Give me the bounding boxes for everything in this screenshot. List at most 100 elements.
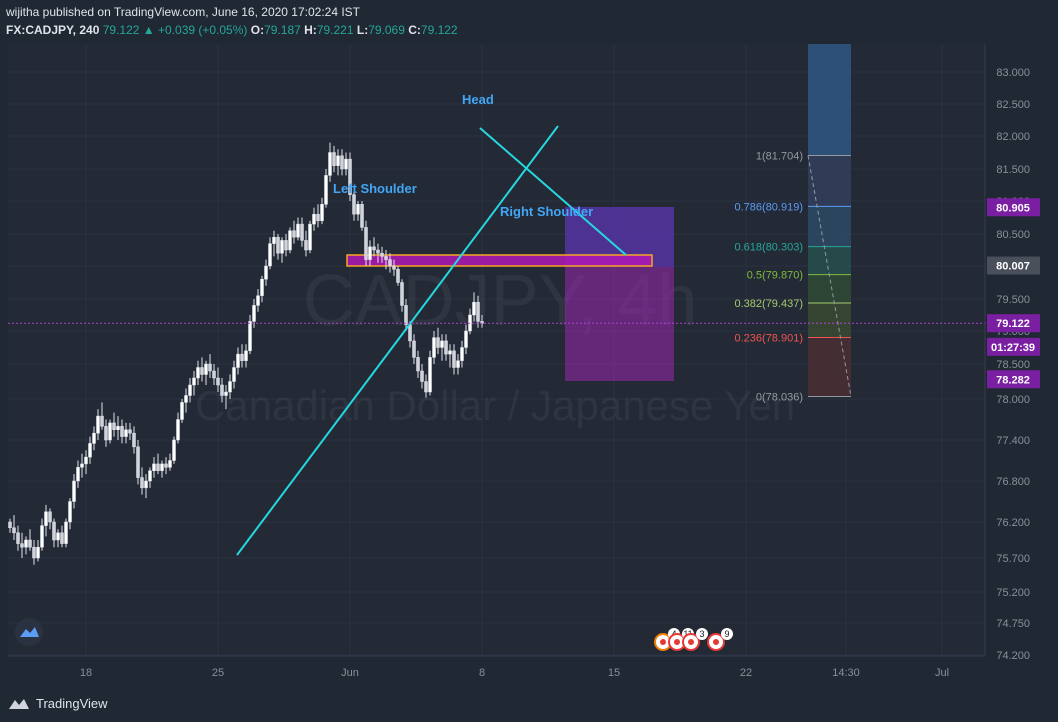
head-label[interactable]: Head [462,92,494,107]
candle-body [44,511,48,526]
low-value: 79.069 [368,23,405,37]
candle-body [364,227,368,260]
ohlc-line: FX:CADJPY, 240 79.122 ▲ +0.039 (+0.05%) … [6,23,458,37]
candle-body [316,213,320,222]
candle-body [156,463,160,471]
candle-body [180,402,184,420]
candle-body [380,252,384,257]
candle-body [464,330,468,348]
candle-body [240,353,244,361]
fib-zone [808,155,851,207]
candle-body [328,152,332,176]
y-tick-label: 78.500 [996,359,1030,371]
candle-body [88,443,92,458]
y-tick-label: 82.500 [996,99,1030,111]
candle-body [320,204,324,222]
trendline-right[interactable] [479,127,627,256]
candle-body [412,340,416,358]
event-count-bubble [721,628,733,640]
candle-body [120,426,124,437]
candle-body [456,360,460,368]
candle-body [168,460,172,468]
price-badge-label: 80.007 [996,261,1030,273]
x-tick-label: 14:30 [832,667,860,679]
candle-body [232,367,236,382]
fib-level-label: 0.786(80.919) [735,201,804,213]
price-badge [987,198,1040,217]
event-count-label: 9 [724,629,729,639]
candle-body [248,321,252,352]
y-tick-label: 74.750 [996,618,1030,630]
candle-body [20,543,24,548]
candle-body [428,357,432,393]
candle-body [216,377,220,386]
left-shoulder-label[interactable]: Left Shoulder [333,181,417,196]
fib-trend-line [807,155,852,397]
event-markers: 41139 [654,628,733,651]
candle-body [12,527,16,534]
candle-body [360,204,364,228]
candle-body [224,391,228,396]
fibonacci-retracement: 1(81.704) 0.786(80.919) 0.618(80.303) 0.5(7… [735,44,852,403]
candle-body [264,265,268,280]
footer-brand-text: TradingView [36,696,108,711]
event-marker-dot [713,639,719,645]
tradingview-brand-icon [9,698,29,709]
right-shoulder-label[interactable]: Right Shoulder [500,204,593,219]
change-value: +0.039 (+0.05%) [158,23,248,37]
candle-body [48,511,52,523]
candle-body [292,230,296,238]
candle-body [188,384,192,396]
candle-body [396,269,400,283]
candle-body [184,395,188,403]
price-badge [987,314,1040,333]
trendline-left[interactable] [236,125,559,556]
candle-body [324,175,328,205]
event-marker-dot [674,639,680,645]
candle-body [404,305,408,325]
candle-body [332,152,336,166]
candle-body [376,249,380,254]
candle-body [24,539,28,548]
candle-body [164,463,168,468]
candle-body [304,240,308,251]
candle-body [372,246,376,251]
candle-body [72,480,76,502]
footer-logo[interactable]: TradingView [8,696,108,711]
candle-body [148,470,152,482]
fib-level-label: 0.236(78.901) [735,333,804,345]
candle-body [276,236,280,254]
x-tick-label: 25 [212,667,224,679]
candle-body [356,204,360,215]
lower-purple-box[interactable] [565,267,674,381]
candle-body [68,501,72,523]
tradingview-logo-icon[interactable] [15,618,43,646]
candle-body [132,432,136,448]
candle-body [144,480,148,489]
candle-body [388,259,392,267]
candle-body [312,213,316,225]
x-axis-ticks: 18 25 Jun 8 15 22 14:30 Jul [80,667,949,679]
symbol-label[interactable]: FX:CADJPY, 240 [6,23,100,37]
price-badge-label: 80.905 [996,202,1030,214]
candle-body [100,415,104,427]
price-badge [987,370,1040,389]
candle-body [252,305,256,322]
candle-body [32,546,36,559]
open-value: 79.187 [264,23,301,37]
candle-body [336,155,340,166]
candle-body [40,525,44,548]
y-tick-label: 75.200 [996,587,1030,599]
candle-body [108,422,112,441]
event-marker-dot [660,639,666,645]
candle-body [300,223,304,241]
candlestick-series [8,142,484,565]
chart-header: wijitha published on TradingView.com, Ju… [0,0,1058,40]
candle-body [424,381,428,393]
publisher-line: wijitha published on TradingView.com, Ju… [6,5,361,19]
candle-body [236,353,240,368]
candle-body [104,426,108,441]
candle-body [384,256,388,260]
neckline-zone[interactable] [346,254,653,267]
